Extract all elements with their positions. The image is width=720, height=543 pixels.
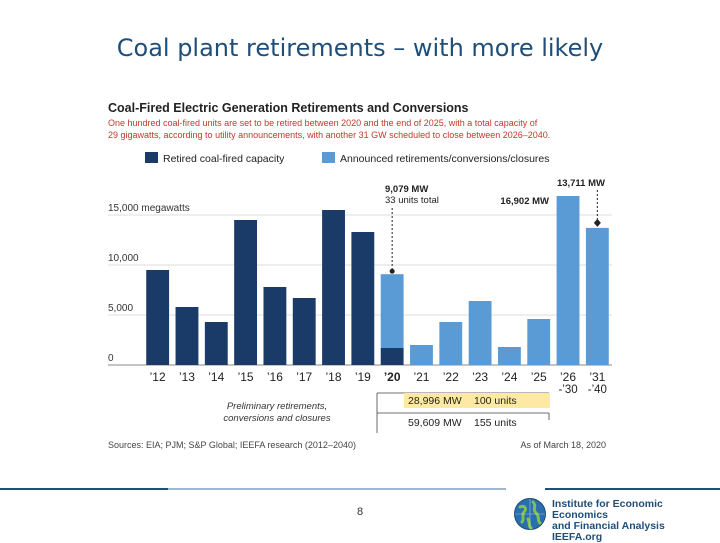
summary-box-1-mw: 28,996 MW (408, 395, 462, 407)
ieefa-globe-icon (514, 498, 546, 530)
chart-as-of: As of March 18, 2020 (520, 440, 606, 450)
x-label-7: ’19 (355, 370, 371, 384)
footer-rule-mid (168, 488, 506, 490)
bar-retired-5 (292, 298, 316, 365)
chart-subtitle-line-2: 29 gigawatts, according to utility annou… (108, 130, 550, 140)
legend-label-announced: Announced retirements/conversions/closur… (340, 153, 550, 165)
bar-announced-14 (556, 195, 580, 365)
bar-announced-8 (380, 274, 404, 348)
x-label-12: ’24 (501, 370, 517, 384)
summary-box-2-mw: 59,609 MW (408, 417, 462, 429)
bar-announced-13 (527, 319, 551, 365)
annotation-0-line-1: 33 units total (385, 195, 439, 206)
annotation-2-line-0: 13,711 MW (557, 178, 605, 189)
bar-announced-11 (468, 301, 492, 365)
bar-announced-10 (439, 322, 463, 365)
chart-title: Coal-Fired Electric Generation Retiremen… (108, 101, 469, 115)
chart-subtitle-line-1: One hundred coal-fired units are set to … (108, 118, 538, 128)
summary-box-1-units: 100 units (474, 395, 517, 407)
legend-swatch-retired (145, 152, 158, 163)
x-label-4: ’16 (267, 370, 283, 384)
slide-title: Coal plant retirements – with more likel… (116, 34, 604, 62)
annotation-marker-0 (389, 268, 395, 274)
x-label-2: ’14 (208, 370, 224, 384)
x-axis-labels: ’12 ’13 ’14 ’15 ’16 ’17 ’18 ’19 ’20 ’21 ’22 ’23 ’24 ’… (150, 370, 607, 396)
y-tick-label-3: 15,000 megawatts (108, 203, 190, 214)
chart-bars (146, 195, 609, 365)
x-label-0: ’12 (150, 370, 166, 384)
bar-retired-3 (234, 220, 258, 365)
bar-retired-4 (263, 287, 287, 365)
page-number: 8 (356, 506, 364, 518)
x-label-6: ’18 (326, 370, 342, 384)
bar-announced-15 (585, 227, 609, 365)
logo-line-2: and Financial Analysis (552, 520, 665, 532)
legend-swatch-announced (322, 152, 335, 163)
x-label-14: ’26 (560, 370, 576, 384)
bar-retired-1 (175, 307, 199, 365)
x-label-1: ’13 (179, 370, 195, 384)
summary-box-2-units: 155 units (474, 417, 517, 429)
ieefa-logo-text: Institute for Economic Economics and Fin… (552, 499, 720, 543)
y-tick-label-2: 10,000 (108, 253, 139, 264)
y-tick-label-1: 5,000 (108, 303, 133, 314)
bar-retired-6 (322, 210, 345, 365)
x-label-5: ’17 (296, 370, 312, 384)
x-label-9: ’21 (413, 370, 429, 384)
chart-sources: Sources: EIA; PJM; S&P Global; IEEFA res… (108, 440, 356, 450)
summary-box-1-highlight (404, 393, 550, 408)
x-label-15-b: -’40 (588, 384, 607, 396)
logo-line-3: IEEFA.org (552, 531, 603, 543)
summary-note-line-1: Preliminary retirements, (227, 401, 327, 412)
bar-announced-9 (410, 345, 433, 365)
x-label-15: ’31 (589, 370, 605, 384)
summary-note-line-2: conversions and closures (223, 413, 330, 424)
footer-rule-left (0, 488, 168, 490)
bar-retired-0 (146, 270, 170, 365)
x-label-8: ’20 (384, 370, 401, 384)
legend-label-retired: Retired coal-fired capacity (163, 153, 285, 165)
y-axis-ticks: 0 5,000 10,000 15,000 megawatts (108, 203, 190, 364)
x-label-13: ’25 (531, 370, 547, 384)
bar-announced-12 (497, 347, 521, 365)
logo-line-1: Institute for Economic Economics (552, 498, 663, 521)
x-label-14-b: -’30 (558, 384, 577, 396)
annotation-marker-2 (593, 218, 601, 227)
y-tick-label-0: 0 (108, 353, 114, 364)
x-label-11: ’23 (472, 370, 488, 384)
footer-rule-right (545, 488, 720, 490)
annotation-1-line-0: 16,902 MW (500, 196, 549, 207)
bar-retired-7 (351, 232, 375, 365)
x-label-10: ’22 (443, 370, 459, 384)
x-label-3: ’15 (238, 370, 254, 384)
annotation-0-line-0: 9,079 MW (385, 184, 428, 195)
bar-retired-8 (380, 348, 404, 365)
bar-retired-2 (204, 322, 228, 365)
